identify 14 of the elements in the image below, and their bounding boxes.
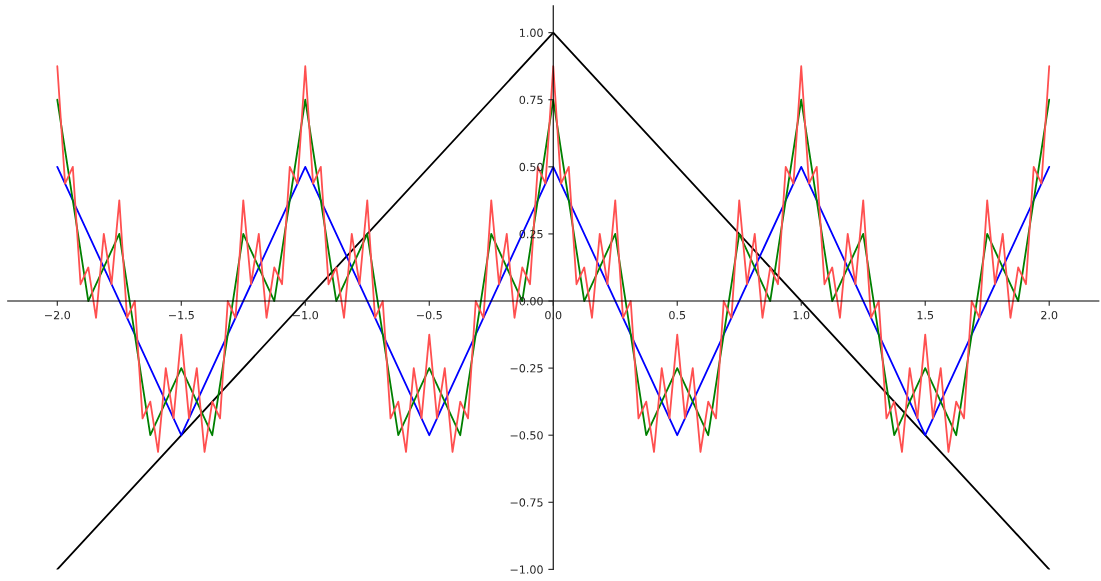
y-tick-label: 0.75 [519, 95, 543, 105]
x-tick-label: 2.0 [1041, 310, 1058, 320]
x-tick-label: −1.0 [292, 310, 319, 320]
y-tick-label: −1.00 [510, 565, 543, 574]
y-tick-label: 1.00 [520, 28, 543, 38]
y-tick-label: −0.25 [510, 364, 543, 373]
x-tick-label: 1.5 [917, 311, 934, 320]
x-tick-label: −0.5 [416, 310, 442, 320]
y-tick-label: −0.75 [510, 498, 543, 507]
y-tick-label: −0.50 [510, 431, 543, 440]
x-tick-label: −2.0 [44, 310, 71, 320]
x-tick-label: −1.5 [168, 311, 194, 320]
x-tick-label: 1.0 [793, 310, 810, 320]
x-tick-label: 0.5 [669, 310, 686, 320]
